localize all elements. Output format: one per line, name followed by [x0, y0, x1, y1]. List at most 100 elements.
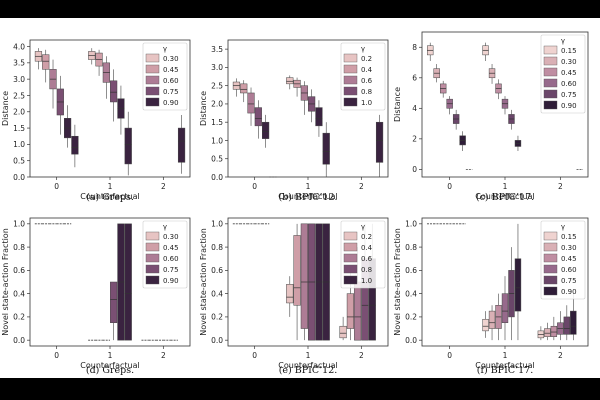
box-body [322, 132, 330, 165]
box-item [300, 81, 308, 115]
box-item [544, 322, 551, 341]
legend-entry: 0.30 [163, 233, 179, 241]
y-tick-label: 0.0 [405, 336, 417, 345]
box-item [56, 75, 64, 135]
figure-caption: (b) BPIC’12. [278, 192, 337, 203]
box-item [514, 135, 522, 152]
box-item [570, 293, 577, 341]
box-item [88, 48, 96, 65]
chart-panel-3: 0 2 4 6 8 0 1 2 Counterfactual Distance γ 0.15 0.30 0… [393, 31, 589, 203]
legend-swatch [543, 89, 558, 99]
box-item [124, 111, 132, 176]
figure-grid: 0.0 0.5 1.0 1.5 2.0 2.5 3.0 3.5 4.0 0 1 2 Counterfac… [1, 31, 589, 376]
legend: γ 0.30 0.45 0.60 0.75 0.90 [142, 42, 188, 111]
y-tick-label: 0.0 [13, 336, 25, 345]
box-item [232, 78, 241, 97]
x-tick-label: 0 [447, 182, 452, 191]
y-tick-label: 0 [412, 165, 417, 174]
figure-page: 0.0 0.5 1.0 1.5 2.0 2.5 3.0 3.5 4.0 0 1 2 Counterfac… [0, 18, 600, 378]
legend-entry: 0.45 [163, 66, 179, 74]
box-body [315, 107, 323, 127]
x-tick-label: 1 [108, 351, 113, 360]
legend-swatch [343, 53, 358, 63]
y-tick-label: 4.0 [13, 42, 25, 51]
y-tick-label: 0.8 [211, 243, 223, 252]
y-tick-label: 0.6 [13, 266, 25, 275]
legend-entry: 0.2 [361, 233, 372, 241]
legend-swatch [543, 286, 558, 296]
legend-entry: 0.60 [561, 80, 577, 88]
x-axis-label: Counterfactual [278, 361, 337, 370]
y-tick-label: 1.0 [405, 220, 417, 229]
box-item [308, 223, 316, 341]
legend-swatch [145, 242, 160, 252]
y-tick-label: 3.0 [211, 63, 223, 72]
legend-entry: 0.75 [163, 266, 179, 274]
figure-caption: (f) BPIC’17. [477, 365, 533, 376]
box-body [262, 121, 270, 139]
y-tick-label: 8 [412, 43, 417, 52]
legend-title: γ [561, 37, 565, 45]
legend: γ 0.15 0.30 0.45 0.60 0.75 0.90 [540, 34, 586, 114]
chart-panel-1: 0.0 0.5 1.0 1.5 2.0 2.5 3.0 3.5 4.0 0 1 2 Counterfac… [1, 39, 191, 203]
legend-entry: 0.75 [163, 88, 179, 96]
box-body [570, 310, 577, 335]
box-item [508, 109, 515, 130]
box-body [346, 293, 354, 329]
box-body [124, 223, 132, 341]
y-tick-label: 2 [412, 135, 417, 144]
legend-entry: 1.0 [361, 99, 372, 107]
x-tick-label: 0 [252, 351, 257, 360]
box-item [117, 85, 125, 135]
x-tick-label: 1 [503, 182, 508, 191]
box-body [300, 223, 308, 329]
x-tick-label: 0 [54, 182, 59, 191]
box-item [495, 79, 502, 100]
box-body [514, 258, 522, 312]
box-body [177, 127, 186, 163]
y-tick-label: 2.0 [211, 100, 223, 109]
legend-swatch [543, 56, 558, 66]
chart-panel-6: 0.0 0.2 0.4 0.6 0.8 1.0 0 1 2 Counterfactual Novel… [393, 217, 589, 376]
box-body [110, 80, 118, 103]
legend-entry: 0.60 [163, 77, 179, 85]
y-tick-label: 0.8 [405, 243, 417, 252]
legend-title: γ [361, 45, 365, 53]
legend-swatch [543, 275, 558, 285]
x-axis-label: Counterfactual [475, 192, 534, 201]
legend-entry: 0.60 [163, 255, 179, 263]
x-tick-label: 1 [503, 351, 508, 360]
box-item [254, 100, 262, 139]
box-item [64, 105, 72, 148]
x-tick-label: 2 [359, 351, 364, 360]
box-body [247, 92, 255, 114]
box-body [42, 54, 50, 70]
y-tick-label: 2.5 [13, 91, 25, 100]
box-item [375, 114, 384, 177]
y-tick-label: 3.5 [13, 59, 25, 68]
box-item [563, 305, 571, 341]
y-tick-label: 0.2 [405, 313, 417, 322]
y-tick-label: 0.8 [13, 243, 25, 252]
box-item [71, 124, 79, 168]
x-axis-label: Counterfactual [80, 192, 139, 201]
box-body [124, 127, 132, 165]
legend: γ 0.2 0.4 0.6 0.8 1.0 [340, 42, 386, 111]
box-body [563, 316, 571, 335]
legend-entry: 0.90 [163, 99, 179, 107]
legend-swatch [343, 86, 358, 96]
box-item [439, 80, 447, 98]
y-tick-label: 0.4 [405, 289, 417, 298]
figure-caption: (c) BPIC’17. [476, 192, 534, 203]
legend-entry: 0.6 [361, 255, 373, 263]
box-item [433, 64, 440, 83]
y-axis-label: Novel state-action Fraction [199, 228, 208, 336]
figure-caption: (e) BPIC’12. [279, 365, 338, 376]
legend-title: γ [163, 223, 167, 231]
box-item [102, 56, 110, 99]
x-tick-label: 0 [54, 351, 59, 360]
legend: γ 0.2 0.4 0.6 0.8 1.0 [340, 220, 386, 289]
x-tick-label: 1 [306, 351, 311, 360]
y-tick-label: 2.5 [211, 81, 223, 90]
box-item [501, 96, 509, 115]
